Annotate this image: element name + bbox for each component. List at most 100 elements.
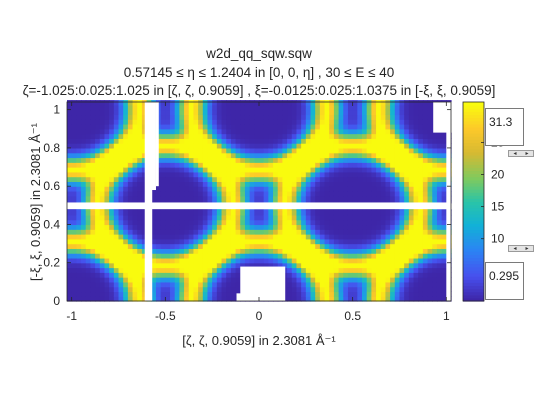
heatmap-cell bbox=[212, 277, 218, 283]
heatmap-cell bbox=[235, 186, 241, 192]
heatmap-cell bbox=[404, 243, 410, 249]
heatmap-cell bbox=[357, 133, 363, 139]
heatmap-cell bbox=[244, 262, 251, 269]
heatmap-cell bbox=[216, 210, 223, 216]
heatmap-cell bbox=[99, 109, 106, 116]
heatmap-cell bbox=[376, 243, 382, 249]
heatmap-cell bbox=[343, 243, 349, 249]
heatmap-cell bbox=[380, 186, 387, 192]
heatmap-cell bbox=[174, 195, 180, 202]
heatmap-cell bbox=[343, 210, 349, 216]
heatmap-cell bbox=[141, 119, 148, 125]
heatmap-cell bbox=[216, 224, 223, 230]
heatmap-cell bbox=[221, 167, 227, 173]
heatmap-cell bbox=[104, 296, 110, 302]
heatmap-cell bbox=[212, 186, 218, 192]
heatmap-cell bbox=[198, 176, 204, 182]
colorbar-segment bbox=[463, 170, 484, 175]
heatmap-cell bbox=[170, 281, 176, 288]
heatmap-cell bbox=[427, 100, 433, 106]
heatmap-cell bbox=[212, 143, 218, 149]
heatmap-cell bbox=[404, 152, 410, 159]
heatmap-cell bbox=[174, 286, 180, 293]
spin-left-icon[interactable]: ◂ bbox=[513, 150, 517, 157]
heatmap-cell bbox=[226, 133, 232, 139]
heatmap-cell bbox=[273, 100, 279, 106]
heatmap-cell bbox=[179, 262, 185, 269]
heatmap-cell bbox=[221, 224, 227, 230]
heatmap-cell bbox=[76, 248, 82, 254]
heatmap-cell bbox=[207, 277, 213, 283]
heatmap-cell bbox=[385, 143, 391, 149]
heatmap-cell bbox=[179, 152, 185, 159]
heatmap-cell bbox=[362, 190, 368, 197]
heatmap-cell bbox=[127, 219, 134, 226]
heatmap-cell bbox=[291, 167, 298, 173]
heatmap-cell bbox=[301, 176, 307, 182]
heatmap-cell bbox=[165, 281, 171, 288]
heatmap-cell bbox=[282, 181, 288, 187]
heatmap-cell bbox=[193, 114, 199, 120]
heatmap-cell bbox=[399, 181, 405, 187]
heatmap-cell bbox=[240, 214, 246, 221]
y-axis: 00.20.40.60.81 bbox=[43, 103, 451, 308]
heatmap-cell bbox=[277, 157, 284, 163]
spin-left-icon[interactable]: ◂ bbox=[513, 245, 517, 252]
heatmap-cell bbox=[282, 147, 288, 154]
heatmap-cell bbox=[296, 181, 302, 187]
colorbar-segment bbox=[463, 291, 484, 296]
colorbar-segment bbox=[463, 173, 484, 178]
heatmap-cell bbox=[71, 291, 77, 297]
heatmap-cell bbox=[71, 277, 77, 283]
heatmap-cell bbox=[71, 128, 77, 135]
heatmap-cell bbox=[432, 186, 438, 192]
heatmap-cell bbox=[436, 162, 443, 168]
colorbar-segment bbox=[463, 201, 484, 206]
colorbar-max-spinner[interactable]: ◂ ▸ bbox=[508, 150, 534, 157]
heatmap-cell bbox=[352, 162, 358, 168]
heatmap-cell bbox=[263, 238, 269, 245]
heatmap-cell bbox=[394, 167, 401, 173]
heatmap-cell bbox=[291, 219, 298, 226]
heatmap-cell bbox=[291, 238, 298, 245]
heatmap-cell bbox=[376, 267, 382, 273]
heatmap-cell bbox=[226, 286, 232, 293]
heatmap-cell bbox=[226, 248, 232, 254]
heatmap-cell bbox=[441, 157, 447, 163]
heatmap-cell bbox=[376, 104, 382, 111]
heatmap-cell bbox=[104, 195, 110, 202]
colorbar-min-spinner[interactable]: ◂ ▸ bbox=[508, 245, 534, 252]
heatmap-cell bbox=[179, 104, 185, 111]
heatmap-cell bbox=[371, 138, 377, 144]
heatmap-cell bbox=[291, 243, 298, 249]
heatmap-cell bbox=[179, 124, 185, 130]
heatmap-cell bbox=[249, 253, 255, 259]
heatmap-cell bbox=[259, 143, 265, 149]
heatmap-cell bbox=[170, 286, 176, 293]
heatmap-cell bbox=[184, 157, 190, 163]
colorbar-max-input[interactable]: 31.3 bbox=[485, 108, 524, 146]
heatmap-cell bbox=[137, 162, 143, 168]
colorbar-min-input[interactable]: 0.295 bbox=[485, 262, 524, 300]
heatmap-cell bbox=[399, 157, 405, 163]
heatmap-cell bbox=[240, 128, 246, 135]
heatmap-cell bbox=[282, 162, 288, 168]
heatmap-cell bbox=[366, 100, 372, 106]
heatmap-cell bbox=[104, 291, 110, 297]
colorbar-segment bbox=[463, 294, 484, 299]
heatmap-cell bbox=[254, 100, 260, 106]
heatmap-cell bbox=[127, 167, 134, 173]
heatmap-cell bbox=[188, 214, 195, 221]
spin-right-icon[interactable]: ▸ bbox=[525, 150, 529, 157]
heatmap-cell bbox=[104, 229, 110, 235]
heatmap-cell bbox=[170, 109, 176, 116]
heatmap-cell bbox=[221, 229, 227, 235]
spin-right-icon[interactable]: ▸ bbox=[525, 245, 529, 252]
heatmap-cell bbox=[362, 253, 368, 259]
heatmap-cell bbox=[67, 190, 73, 197]
heatmap-cell bbox=[123, 162, 129, 168]
heatmap-cell bbox=[81, 147, 87, 154]
heatmap-cell bbox=[301, 253, 307, 259]
heatmap-cell bbox=[287, 119, 293, 125]
heatmap-cell bbox=[399, 267, 405, 273]
